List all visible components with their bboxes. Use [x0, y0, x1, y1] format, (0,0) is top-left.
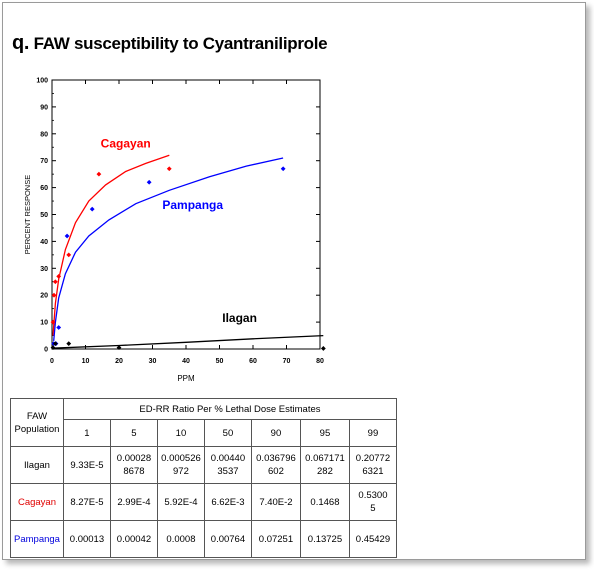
column-header-95: 95 [299, 419, 350, 447]
data-point-cagayan [51, 292, 57, 298]
x-tick-label: 30 [149, 358, 157, 365]
table-cell: 0.5300 5 [348, 483, 397, 521]
x-axis-label: PPM [177, 374, 195, 383]
series-label-pampanga: Pampanga [162, 198, 223, 212]
x-tick-label: 0 [50, 358, 54, 365]
table-cell: 6.62E-3 [203, 483, 252, 521]
x-tick-label: 20 [115, 358, 123, 365]
y-tick-label: 0 [44, 347, 48, 354]
table-row: Pampanga 0.00013 0.00042 0.0008 0.00764 0.072… [10, 520, 397, 558]
table-cell: 0.00042 [109, 520, 158, 558]
table-cell: 0.00028 8678 [109, 446, 158, 484]
column-header-1: 1 [62, 419, 111, 447]
group-header-cell: ED-RR Ratio Per % Lethal Dose Estimates [62, 398, 397, 420]
data-point-ilagan [50, 345, 56, 351]
row-label-ilagan: Ilagan [10, 446, 64, 484]
data-point-ilagan [66, 341, 72, 347]
column-header-5: 5 [109, 419, 158, 447]
dose-response-chart: 0 10 20 30 40 50 60 70 80 0 10 20 30 40 50 60 70 80 90 100 P… [23, 78, 326, 384]
data-point-cagayan [96, 171, 102, 177]
table-cell: 0.0008 [156, 520, 205, 558]
column-header-99: 99 [348, 419, 397, 447]
table-cell: 0.20772 6321 [348, 446, 397, 484]
y-tick-label: 90 [40, 104, 48, 111]
table-cell: 7.40E-2 [250, 483, 301, 521]
y-tick-label: 30 [40, 266, 48, 273]
data-point-pampanga [146, 179, 152, 185]
table-cell: 9.33E-5 [62, 446, 111, 484]
y-tick-label: 60 [40, 185, 48, 192]
corner-label-population: Population [14, 423, 60, 435]
table-row: Cagayan 8.27E-5 2.99E-4 5.92E-4 6.62E-3 7.40E… [10, 483, 397, 521]
y-tick-label: 100 [36, 78, 48, 85]
x-tick-label: 50 [216, 358, 224, 365]
data-point-ilagan [116, 345, 122, 351]
table-cell: 0.13725 [299, 520, 350, 558]
lethal-dose-table: FAW Population ED-RR Ratio Per % Lethal … [10, 398, 397, 558]
data-point-cagayan [66, 252, 72, 258]
series-line-ilagan [51, 334, 324, 349]
row-label-cagayan: Cagayan [10, 483, 64, 521]
table-cell: 0.00764 [203, 520, 252, 558]
table-cell: 5.92E-4 [156, 483, 205, 521]
table-body: Ilagan 9.33E-5 0.00028 8678 0.000526 972 0.004… [10, 446, 397, 558]
title-prefix: q. [12, 32, 30, 54]
chart-curves [51, 154, 324, 349]
table-cell: 0.07251 [250, 520, 301, 558]
table-row: Ilagan 9.33E-5 0.00028 8678 0.000526 972 0.004… [10, 446, 397, 484]
x-tick-label: 60 [249, 358, 257, 365]
y-axis-label: PERCENT RESPONSE [23, 175, 32, 254]
column-header-10: 10 [156, 419, 205, 447]
x-tick-label: 40 [182, 358, 190, 365]
table-cell: 0.1468 [299, 483, 350, 521]
data-point-cagayan [166, 166, 172, 172]
title-text: FAW susceptibility to Cyantraniliprole [33, 34, 328, 53]
x-tick-label: 10 [82, 358, 90, 365]
corner-header-cell: FAW Population [10, 398, 64, 447]
data-point-cagayan [56, 273, 62, 279]
y-tick-label: 50 [40, 212, 48, 219]
series-label-ilagan: Ilagan [222, 311, 257, 325]
data-point-ilagan [52, 341, 58, 347]
chart-axes: 0 10 20 30 40 50 60 70 80 0 10 20 30 40 50 60 70 80 90 100 P… [23, 78, 324, 384]
table-cell: 2.99E-4 [109, 483, 158, 521]
table-cell: 0.036796 602 [250, 446, 301, 484]
data-point-pampanga [89, 206, 95, 212]
data-point-cagayan [52, 279, 58, 285]
x-tick-label: 70 [283, 358, 291, 365]
chart-points [50, 166, 326, 351]
table-cell: 0.000526 972 [156, 446, 205, 484]
series-label-cagayan: Cagayan [101, 136, 151, 150]
table-cell: 0.00440 3537 [203, 446, 252, 484]
series-line-cagayan [52, 154, 170, 336]
column-header-50: 50 [203, 419, 252, 447]
table-cell: 8.27E-5 [62, 483, 111, 521]
y-tick-label: 70 [40, 158, 48, 165]
data-point-pampanga [64, 233, 70, 239]
plot-frame [51, 79, 321, 350]
table-cell: 0.00013 [62, 520, 111, 558]
data-point-ilagan [320, 346, 326, 351]
column-header-row: 1 5 10 50 90 95 99 [11, 419, 397, 447]
column-header-90: 90 [250, 419, 301, 447]
y-tick-label: 20 [40, 293, 48, 300]
data-point-cagayan [50, 319, 56, 325]
y-tick-label: 10 [40, 320, 48, 327]
data-point-pampanga [56, 325, 62, 330]
table-cell: 0.45429 [348, 520, 397, 558]
data-point-pampanga [280, 166, 286, 172]
y-tick-label: 40 [40, 239, 48, 246]
slide-title: q. FAW susceptibility to Cyantraniliprol… [12, 32, 328, 55]
row-label-pampanga: Pampanga [10, 520, 64, 558]
table-cell: 0.067171 282 [299, 446, 350, 484]
series-line-pampanga [53, 157, 284, 341]
y-tick-label: 80 [40, 131, 48, 138]
chart-labels: Cagayan Pampanga Ilagan [101, 136, 257, 325]
corner-label-faw: FAW [26, 410, 48, 422]
x-tick-label: 80 [316, 358, 324, 365]
